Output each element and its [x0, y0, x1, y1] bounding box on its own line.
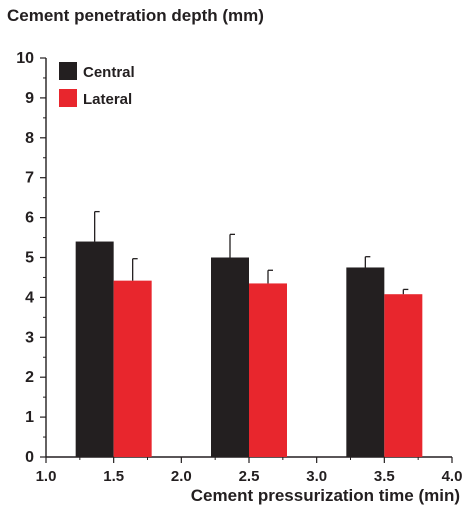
x-tick-label: 4.0 [442, 468, 463, 485]
y-tick-label: 3 [25, 329, 34, 346]
x-tick-label: 2.0 [171, 468, 192, 485]
y-tick-label: 1 [25, 409, 34, 426]
y-tick-label: 7 [25, 170, 34, 187]
bar-lateral [113, 280, 152, 457]
chart-title: Cement penetration depth (mm) [7, 6, 264, 25]
legend-label-central: Central [83, 64, 135, 81]
y-tick-label: 10 [16, 50, 34, 67]
bar-central [211, 257, 249, 457]
y-tick-label: 9 [25, 90, 34, 107]
x-tick-label: 2.5 [239, 468, 260, 485]
y-tick-label: 4 [25, 289, 34, 306]
bar-central [346, 267, 385, 457]
y-tick-label: 8 [25, 130, 34, 147]
bar-central [75, 241, 114, 457]
y-tick-label: 5 [25, 250, 34, 267]
x-tick-label: 3.0 [306, 468, 327, 485]
x-tick-label: 1.0 [36, 468, 57, 485]
legend: Central Lateral [59, 62, 135, 108]
x-tick-label: 1.5 [103, 468, 124, 485]
y-tick-label: 0 [25, 449, 34, 466]
bar-lateral [384, 294, 423, 457]
legend-swatch-central [59, 62, 77, 80]
bars [75, 210, 423, 457]
bar-lateral [249, 283, 287, 457]
y-tick-label: 6 [25, 210, 34, 227]
y-tick-label: 2 [25, 369, 34, 386]
x-tick-label: 3.5 [374, 468, 395, 485]
legend-swatch-lateral [59, 89, 77, 107]
x-axis-label: Cement pressurization time (min) [190, 486, 460, 505]
legend-label-lateral: Lateral [83, 91, 132, 108]
